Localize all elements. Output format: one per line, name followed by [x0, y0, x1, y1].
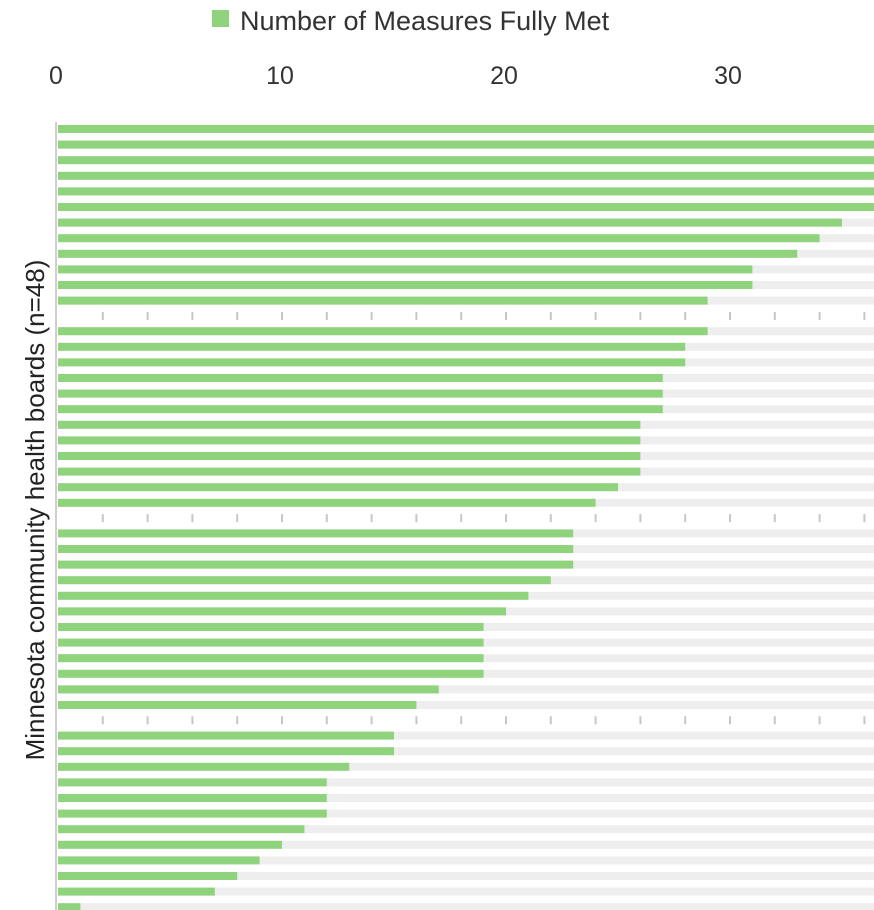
x-tick-label: 0: [49, 62, 63, 90]
bar: [58, 452, 641, 460]
bar-track: [58, 747, 874, 756]
x-tick-label: 20: [490, 62, 518, 90]
legend: Number of Measures Fully Met: [212, 6, 610, 36]
bar: [58, 794, 327, 802]
bar: [58, 669, 484, 678]
bar: [58, 701, 417, 709]
bar: [58, 545, 574, 553]
bar-track: [58, 685, 874, 694]
bar-track: [58, 809, 874, 818]
bar: [58, 342, 686, 351]
bar: [58, 762, 350, 771]
bar: [58, 731, 394, 740]
legend-label: Number of Measures Fully Met: [240, 6, 610, 36]
bar-track: [58, 794, 874, 802]
bar-track: [58, 903, 874, 910]
bars: [58, 125, 874, 910]
bar: [58, 778, 327, 787]
y-axis-label: Minnesota community health boards (n=48): [20, 260, 50, 761]
bar: [58, 420, 641, 429]
bar: [58, 576, 551, 585]
bar: [58, 654, 484, 663]
x-axis-tick-labels: 0 10 20 30: [49, 62, 742, 90]
bar: [58, 327, 708, 336]
bar: [58, 591, 529, 600]
bar-track: [58, 731, 874, 740]
bar-track: [58, 856, 874, 865]
bar: [58, 809, 327, 818]
group-separator-ticks: [101, 311, 866, 725]
bar: [58, 125, 874, 133]
bar: [58, 234, 820, 243]
bar: [58, 560, 574, 569]
bar-track: [58, 701, 874, 709]
bar: [58, 187, 874, 196]
bar: [58, 840, 282, 849]
bar: [58, 249, 798, 258]
bar: [58, 281, 753, 289]
bar: [58, 623, 484, 631]
bar: [58, 358, 686, 367]
bar-track: [58, 762, 874, 771]
bar: [58, 156, 874, 165]
bar: [58, 498, 596, 507]
bar: [58, 856, 260, 865]
bar: [58, 405, 663, 414]
bar: [58, 265, 753, 274]
bar-track: [58, 778, 874, 787]
bar: [58, 467, 641, 476]
bar: [58, 872, 238, 880]
bar: [58, 218, 842, 227]
bar: [58, 374, 663, 382]
bar: [58, 529, 574, 538]
x-tick-label: 30: [714, 62, 742, 90]
bar: [58, 436, 641, 445]
bar: [58, 607, 506, 616]
bar: [58, 685, 439, 694]
bar: [58, 203, 874, 211]
bar: [58, 296, 708, 305]
bar-track: [58, 872, 874, 880]
x-tick-label: 10: [266, 62, 294, 90]
legend-swatch: [212, 10, 229, 27]
bar: [58, 638, 484, 647]
bar: [58, 825, 305, 834]
bar: [58, 171, 874, 180]
bar-tracks: [58, 125, 874, 910]
bar: [58, 903, 81, 910]
bar-track: [58, 825, 874, 834]
bar: [58, 483, 618, 492]
bar: [58, 140, 874, 149]
bar-track: [58, 840, 874, 849]
bar: [58, 389, 663, 398]
bar: [58, 747, 394, 756]
bar-track: [58, 887, 874, 896]
bar: [58, 887, 215, 896]
